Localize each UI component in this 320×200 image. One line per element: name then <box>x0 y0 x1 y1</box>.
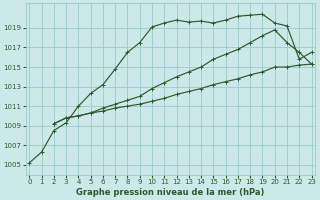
X-axis label: Graphe pression niveau de la mer (hPa): Graphe pression niveau de la mer (hPa) <box>76 188 265 197</box>
